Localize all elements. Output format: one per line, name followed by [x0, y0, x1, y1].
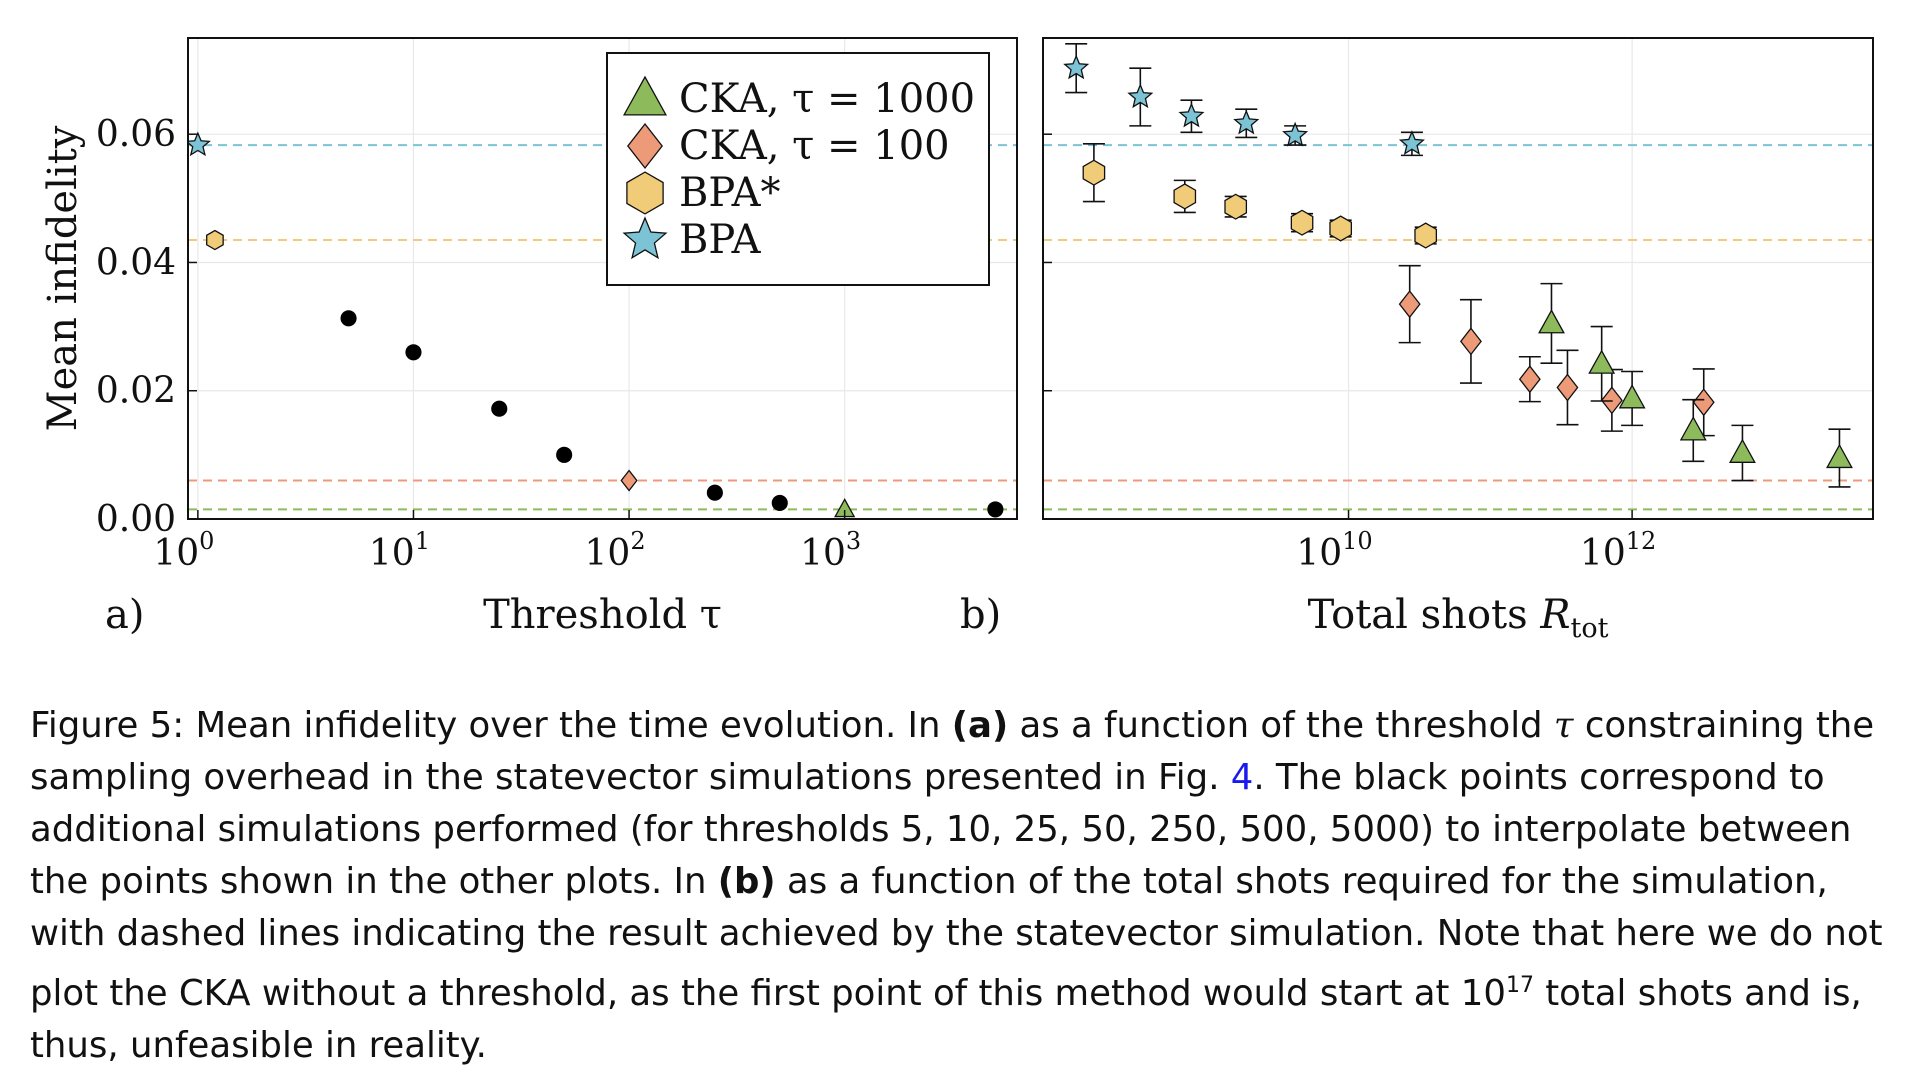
data-point — [771, 494, 788, 512]
plot-frame — [187, 37, 1018, 520]
data-point — [1329, 215, 1353, 242]
data-point — [1063, 54, 1090, 80]
legend-label: BPA* — [679, 170, 781, 216]
caption-text-5: total shots and is, thus, unfeasible in … — [30, 972, 1862, 1066]
figure-caption: Figure 5: Mean infidelity over the time … — [30, 700, 1910, 1072]
data-point — [1826, 443, 1853, 469]
caption-bold-b: (b) — [717, 861, 776, 902]
plot-area — [1043, 38, 1873, 519]
legend-frame — [606, 52, 990, 286]
panel-b-chart: 1010 1012 Total shots Rtot b) — [960, 37, 1874, 644]
legend-label: CKA, τ = 1000 — [679, 76, 975, 122]
data-point — [1556, 373, 1579, 402]
data-point — [1459, 327, 1482, 356]
y-tick-label: 0.06 — [96, 114, 176, 155]
y-tick-label: 0.02 — [96, 371, 176, 412]
data-point — [1082, 159, 1106, 186]
data-point — [1398, 130, 1425, 155]
caption-text-2: constraining the sampling overhead in th… — [30, 705, 1875, 798]
data-point — [188, 131, 211, 157]
plot-frame — [1042, 37, 1874, 520]
caption-text-3: . The black points correspond to additio… — [30, 757, 1852, 902]
x-axis-label: Total shots Rtot — [1308, 592, 1609, 644]
data-point — [1679, 416, 1707, 441]
data-point — [405, 344, 422, 361]
panel-label: b) — [960, 592, 1001, 638]
data-point — [987, 501, 1004, 518]
data-point — [1588, 349, 1616, 374]
x-tick-label: 103 — [800, 527, 861, 574]
x-tick-label: 1010 — [1296, 527, 1372, 574]
data-point — [1538, 309, 1565, 334]
data-point — [1282, 121, 1309, 147]
caption-label: Figure 5: Mean infidelity over the time … — [30, 705, 952, 746]
caption-power-base: 10 — [1460, 972, 1506, 1014]
caption-bold-a: (a) — [951, 705, 1009, 746]
data-point — [1692, 388, 1715, 417]
data-point — [1518, 365, 1541, 394]
y-tick-label: 0.04 — [96, 242, 176, 283]
legend-label: BPA — [679, 217, 762, 263]
legend-label: CKA, τ = 100 — [679, 123, 950, 169]
data-point — [1224, 193, 1248, 220]
data-point — [1233, 109, 1260, 135]
caption-tau-symbol: τ — [1553, 705, 1574, 746]
data-point — [1127, 83, 1154, 109]
data-point — [1178, 102, 1205, 128]
plot-area — [188, 38, 1017, 519]
legend-marker — [627, 122, 663, 170]
data-point — [1398, 290, 1421, 319]
x-tick-label: 100 — [153, 527, 214, 574]
panel-label: a) — [105, 592, 144, 638]
data-point — [1618, 384, 1646, 409]
y-axis-label: Mean infidelity — [40, 125, 86, 431]
data-point — [620, 469, 638, 492]
data-point — [1728, 438, 1756, 463]
data-point — [206, 229, 224, 251]
data-point — [556, 446, 573, 463]
legend-marker — [622, 75, 668, 116]
data-point — [1290, 209, 1314, 236]
data-point — [1414, 222, 1438, 249]
x-tick-label: 102 — [585, 527, 646, 574]
data-point — [1173, 183, 1197, 210]
data-point — [706, 484, 723, 501]
caption-text-1: as a function of the threshold — [1008, 705, 1554, 746]
data-point — [491, 400, 508, 417]
x-tick-label: 101 — [369, 527, 430, 574]
x-tick-label: 1012 — [1580, 527, 1656, 574]
legend-marker — [626, 171, 664, 215]
caption-text-4: as a function of the total shots require… — [30, 861, 1883, 1014]
caption-figure-link[interactable]: 4 — [1230, 757, 1254, 798]
y-tick-label: 0.00 — [96, 499, 176, 540]
legend-marker — [622, 216, 668, 260]
caption-power-exponent: 17 — [1505, 973, 1534, 998]
data-point — [340, 310, 357, 327]
x-axis-label: Threshold τ — [483, 592, 722, 638]
